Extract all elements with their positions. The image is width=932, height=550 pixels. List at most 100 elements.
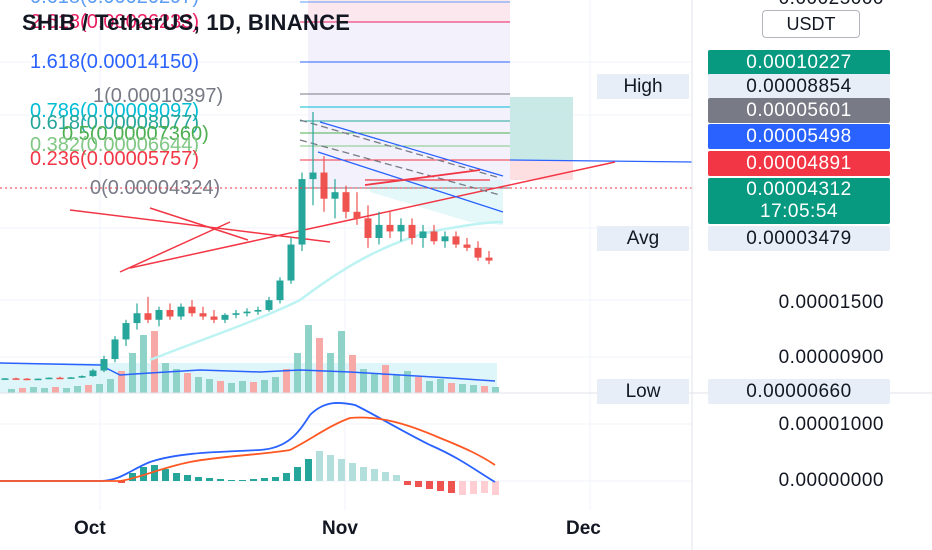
x-axis-label-oct: Oct bbox=[74, 518, 106, 539]
chart-title: SHIB / TetherUS, 1D, BINANCE bbox=[22, 10, 351, 35]
macd-bar bbox=[349, 463, 356, 481]
macd-bar bbox=[261, 478, 268, 481]
macd-bar bbox=[426, 481, 433, 489]
macd-bar bbox=[404, 481, 411, 485]
candle-body bbox=[375, 224, 383, 238]
candle-body bbox=[320, 172, 328, 199]
volume-bars bbox=[0, 325, 499, 393]
fib-label: 0.618(0.00020297) bbox=[30, 0, 199, 8]
volume-bar bbox=[250, 382, 257, 393]
fib-label: 0.5(0.00007360) bbox=[62, 123, 209, 145]
fib-label: 0.382(0.00006644) bbox=[30, 134, 199, 156]
x-axis-label-nov: Nov bbox=[322, 518, 358, 539]
indicator-axis-label: 0.00001000 bbox=[778, 414, 884, 435]
indicator-axis-label: 0.00000000 bbox=[778, 470, 884, 491]
macd-bar bbox=[272, 477, 279, 481]
target-zone bbox=[510, 97, 573, 160]
macd-bar bbox=[316, 451, 323, 481]
macd-bar bbox=[338, 459, 345, 481]
candle-body bbox=[111, 339, 119, 360]
channel-top bbox=[319, 121, 504, 177]
volume-bar bbox=[338, 331, 345, 393]
macd-bar bbox=[217, 479, 224, 481]
candle-body bbox=[188, 306, 196, 314]
price-tag-4: 0.00004891 bbox=[708, 151, 890, 176]
fib-retracement bbox=[300, 1, 693, 189]
candlestick-series bbox=[1, 112, 493, 381]
volume-bar bbox=[448, 383, 455, 393]
fib-label: 0.236(0.00005757) bbox=[30, 148, 199, 170]
volume-bar bbox=[305, 325, 312, 393]
volume-bar bbox=[294, 353, 301, 393]
macd-bar bbox=[173, 473, 180, 481]
macd-bar bbox=[360, 467, 367, 481]
price-tag-0: 0.00010227 bbox=[708, 50, 890, 75]
macd-bar bbox=[371, 469, 378, 481]
candle-body bbox=[210, 316, 218, 320]
macd-bar bbox=[228, 480, 235, 481]
volume-bar bbox=[283, 369, 290, 393]
macd-bar bbox=[382, 472, 389, 481]
fib-label: 1.618(0.00014150) bbox=[30, 51, 199, 73]
volume-bar bbox=[118, 371, 125, 393]
candle-body bbox=[342, 192, 350, 212]
fib-label: 2.618(0.00026233) bbox=[30, 11, 199, 33]
price-tag-3: 0.00005498 bbox=[708, 124, 890, 149]
candle-body bbox=[133, 313, 141, 324]
volume-bar bbox=[470, 385, 477, 393]
volume-bar bbox=[85, 385, 92, 393]
macd-line bbox=[0, 401, 496, 483]
candle-body bbox=[89, 370, 97, 377]
volume-bar bbox=[437, 379, 444, 393]
candle-body bbox=[199, 313, 207, 317]
trendline bbox=[149, 207, 249, 241]
candle-body bbox=[56, 377, 64, 380]
volume-bar bbox=[63, 388, 70, 393]
channel-mid bbox=[299, 139, 501, 196]
volume-bar bbox=[228, 383, 235, 393]
volume-bar bbox=[404, 371, 411, 393]
support-line bbox=[364, 169, 481, 186]
candle-body bbox=[166, 309, 174, 317]
macd-bar bbox=[294, 467, 301, 481]
macd-bar bbox=[118, 481, 125, 483]
volume-bar bbox=[459, 384, 466, 393]
candle-body bbox=[276, 280, 284, 301]
candle-body bbox=[254, 309, 262, 312]
candle-body bbox=[309, 172, 317, 180]
trendline-drawings bbox=[69, 119, 616, 273]
candle-body bbox=[441, 236, 449, 242]
horizontal-ray bbox=[509, 159, 693, 163]
candle-body bbox=[474, 247, 482, 258]
macd-bar bbox=[437, 481, 444, 491]
candle-body bbox=[155, 309, 163, 320]
volume-bar bbox=[371, 373, 378, 393]
macd-bar bbox=[448, 481, 455, 493]
candle-body bbox=[34, 378, 42, 381]
volume-bar bbox=[426, 381, 433, 393]
volume-bar bbox=[415, 377, 422, 393]
last-price-value: 0.00004312 bbox=[746, 179, 852, 200]
volume-bar bbox=[173, 369, 180, 393]
candle-body bbox=[419, 231, 427, 238]
currency-button[interactable]: USDT bbox=[762, 10, 860, 38]
macd-bar bbox=[151, 465, 158, 481]
fib-label: 0.618(0.00008077) bbox=[30, 112, 199, 134]
price-tag-6: 0.00000660 bbox=[708, 379, 890, 404]
macd-bar bbox=[393, 475, 400, 481]
volume-bar bbox=[393, 375, 400, 393]
candle-body bbox=[12, 378, 20, 380]
volume-bar bbox=[8, 389, 15, 393]
candle-body bbox=[485, 257, 493, 261]
candle-body bbox=[364, 218, 372, 238]
trendline bbox=[69, 209, 331, 243]
volume-bar bbox=[74, 386, 81, 393]
volume-bar bbox=[184, 373, 191, 393]
macd-bar bbox=[283, 473, 290, 481]
fib-label: 0.786(0.00009097) bbox=[30, 100, 199, 122]
macd-bar bbox=[305, 459, 312, 481]
macd-bar bbox=[184, 475, 191, 481]
stop-zone bbox=[510, 160, 573, 180]
signal-line bbox=[0, 416, 496, 482]
